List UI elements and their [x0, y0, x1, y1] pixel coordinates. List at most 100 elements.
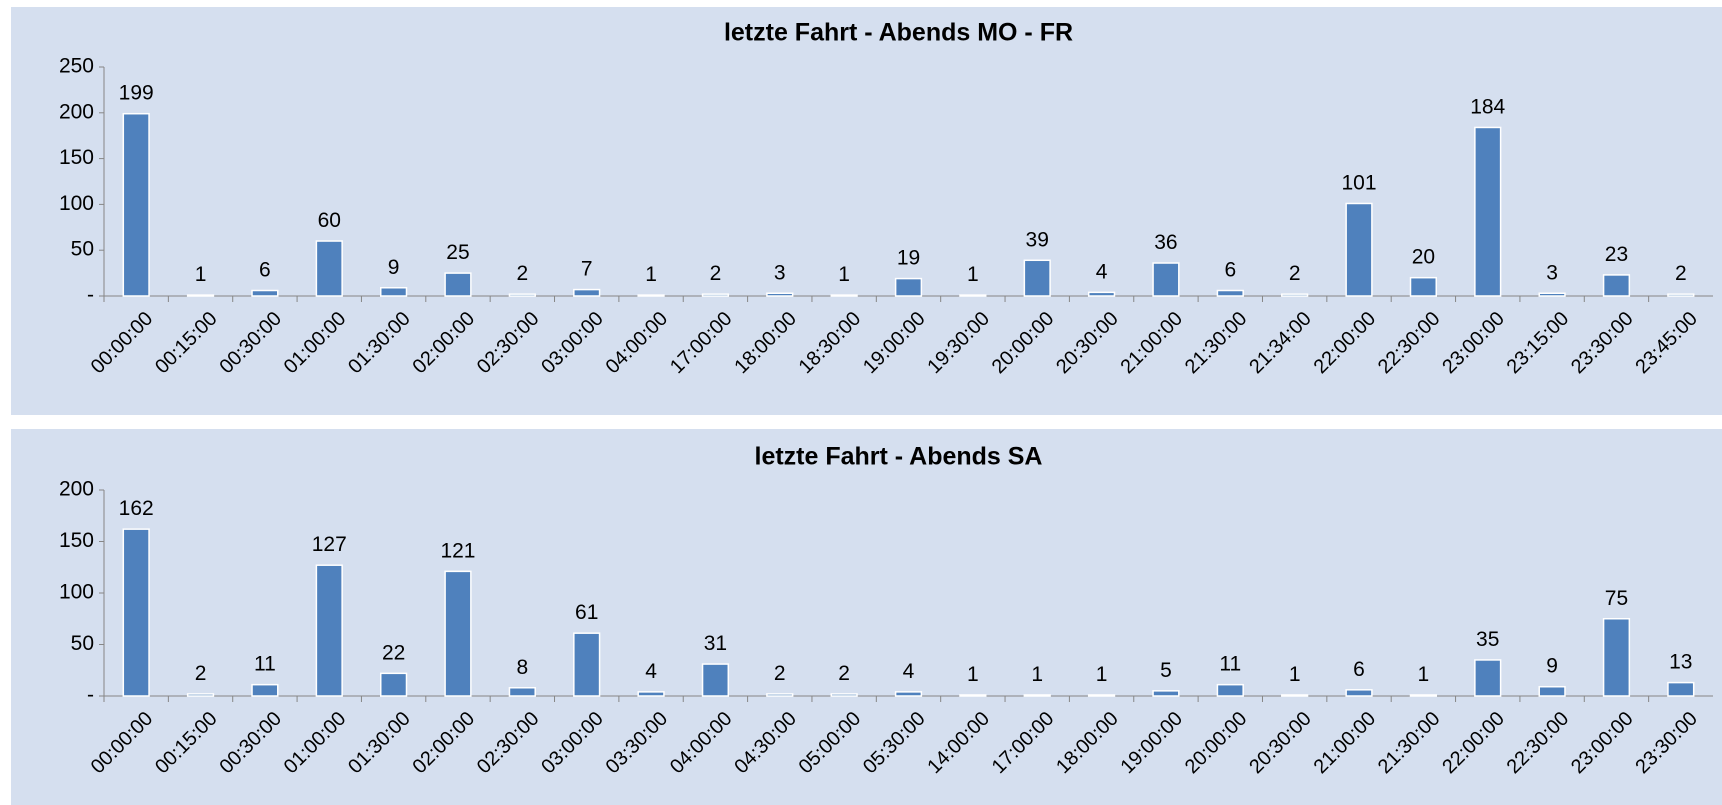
- data-label: 20: [1412, 246, 1435, 269]
- data-label: 3: [1546, 261, 1558, 284]
- data-label: 184: [1470, 95, 1505, 118]
- data-label: 1: [967, 663, 979, 686]
- bar: [186, 693, 215, 697]
- bar: [1023, 694, 1051, 697]
- bar: [1409, 694, 1438, 697]
- y-tick-label: 50: [71, 632, 94, 655]
- bar: [637, 691, 665, 697]
- data-label: 23: [1605, 243, 1628, 266]
- bar: [1345, 202, 1373, 297]
- data-label: 4: [645, 660, 657, 683]
- bar: [379, 672, 408, 697]
- data-label: 199: [119, 82, 154, 105]
- bar: [508, 293, 536, 297]
- bar: [701, 293, 730, 297]
- data-label: 2: [1289, 262, 1301, 285]
- data-label: 35: [1476, 628, 1499, 651]
- bar: [1602, 618, 1631, 697]
- data-label: 11: [254, 653, 276, 676]
- data-label: 127: [312, 533, 347, 556]
- y-tick-label: 100: [59, 192, 94, 215]
- bar: [766, 292, 794, 297]
- y-tick-label: -: [87, 684, 94, 707]
- bar: [830, 294, 858, 297]
- data-label: 6: [1224, 259, 1236, 282]
- bar: [508, 687, 536, 697]
- data-label: 2: [516, 262, 528, 285]
- bar: [1409, 276, 1438, 297]
- y-tick-label: 50: [71, 238, 94, 261]
- bar: [1474, 126, 1502, 297]
- data-label: 2: [838, 662, 850, 685]
- data-label: 5: [1160, 659, 1172, 682]
- chart-title: letzte Fahrt - Abends MO - FR: [724, 19, 1073, 47]
- data-label: 9: [1546, 655, 1558, 678]
- data-label: 39: [1026, 228, 1049, 251]
- bar: [379, 287, 408, 297]
- data-label: 1: [195, 263, 207, 286]
- bar: [573, 288, 601, 297]
- bar: [1216, 683, 1244, 697]
- data-label: 11: [1219, 653, 1241, 676]
- data-label: 75: [1605, 587, 1628, 610]
- data-label: 13: [1669, 651, 1692, 674]
- data-label: 1: [1289, 663, 1301, 686]
- data-label: 9: [388, 256, 400, 279]
- bar: [1538, 685, 1566, 697]
- data-label: 19: [897, 247, 920, 270]
- data-label: 1: [1096, 663, 1108, 686]
- bar: [1538, 292, 1566, 297]
- data-label: 3: [774, 261, 786, 284]
- bar: [122, 528, 150, 697]
- bar: [637, 294, 665, 297]
- y-tick-label: 200: [59, 478, 94, 501]
- bar: [444, 272, 472, 297]
- bar: [1152, 690, 1180, 697]
- bar: [1474, 659, 1502, 697]
- bar: [1087, 291, 1116, 297]
- data-label: 4: [1096, 260, 1108, 283]
- bar: [1602, 274, 1631, 297]
- chart-panel: [11, 429, 1722, 805]
- data-label: 1: [838, 263, 850, 286]
- chart-panel: [11, 7, 1722, 415]
- y-tick-label: 150: [59, 146, 94, 169]
- bar: [1087, 694, 1116, 697]
- data-label: 2: [774, 662, 786, 685]
- bar: [1667, 293, 1695, 297]
- bar: [959, 694, 987, 697]
- bar: [251, 289, 279, 297]
- data-label: 2: [195, 662, 207, 685]
- bar: [894, 691, 923, 697]
- data-label: 7: [581, 258, 593, 281]
- data-label: 162: [119, 497, 154, 520]
- data-label: 1: [1418, 663, 1430, 686]
- bar: [1152, 262, 1180, 297]
- bar: [573, 632, 601, 697]
- data-label: 60: [318, 209, 341, 232]
- data-label: 2: [1675, 262, 1687, 285]
- bar: [959, 294, 987, 297]
- data-label: 1: [645, 263, 657, 286]
- bar: [894, 277, 923, 297]
- chart-title: letzte Fahrt - Abends SA: [755, 443, 1043, 471]
- bar: [1667, 681, 1695, 697]
- bar: [315, 240, 343, 297]
- y-tick-label: 200: [59, 100, 94, 123]
- bar: [1281, 694, 1309, 697]
- bar: [1345, 689, 1373, 697]
- data-label: 31: [704, 632, 727, 655]
- bar: [1281, 293, 1309, 297]
- data-label: 6: [1353, 658, 1365, 681]
- bar: [701, 663, 730, 697]
- bar: [186, 294, 215, 297]
- bar: [251, 683, 279, 697]
- data-label: 101: [1341, 171, 1376, 194]
- data-label: 6: [259, 259, 271, 282]
- y-tick-label: 250: [59, 55, 94, 78]
- data-label: 1: [1031, 663, 1043, 686]
- bar: [830, 693, 858, 697]
- y-tick-label: -: [87, 284, 94, 307]
